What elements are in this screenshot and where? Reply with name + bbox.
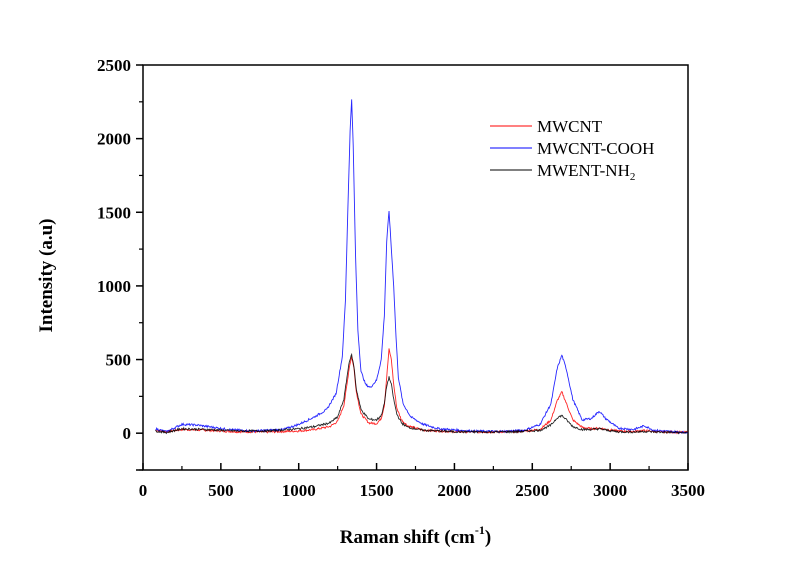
y-tick-label: 2500 <box>97 56 131 75</box>
legend-label: MWENT-NH2 <box>537 161 635 183</box>
legend-label-main: MWCNT <box>537 117 603 136</box>
y-tick-label: 2000 <box>97 130 131 149</box>
x-tick-label: 1000 <box>282 481 316 500</box>
legend-label-main: MWENT-NH <box>537 161 630 180</box>
x-tick-label: 3000 <box>593 481 627 500</box>
x-axis: 0 500 1000 1500 2000 2500 3000 3500 <box>139 463 705 500</box>
x-tick-label: 3500 <box>671 481 705 500</box>
x-tick-label: 1500 <box>360 481 394 500</box>
legend-label-main: MWCNT-COOH <box>537 139 654 158</box>
y-tick-label: 500 <box>106 351 132 370</box>
y-tick-label: 0 <box>123 424 132 443</box>
y-axis: 0 500 1000 1500 2000 2500 <box>97 56 143 471</box>
plot-area-border <box>142 64 689 471</box>
plot-frame <box>142 64 689 471</box>
x-tick-label: 2500 <box>515 481 549 500</box>
y-tick-label: 1000 <box>97 277 131 296</box>
series-line-mwent-nh2 <box>155 352 689 435</box>
x-axis-title-suffix: ) <box>485 527 491 548</box>
y-tick-label: 1500 <box>97 203 131 222</box>
legend-label: MWCNT-COOH <box>537 139 654 158</box>
series-layer <box>155 99 689 435</box>
legend-label: MWCNT <box>537 117 603 136</box>
legend-label-subscript: 2 <box>630 171 636 183</box>
x-tick-label: 2000 <box>437 481 471 500</box>
x-tick-label: 500 <box>208 481 234 500</box>
x-axis-title-main: Raman shift (cm <box>340 527 475 548</box>
legend: MWCNT MWCNT-COOH MWENT-NH2 <box>490 117 654 183</box>
x-axis-title-superscript: -1 <box>475 523 485 537</box>
x-axis-title: Raman shift (cm-1) <box>340 523 491 548</box>
x-tick-label: 0 <box>139 481 148 500</box>
y-axis-title: Intensity (a.u) <box>36 218 57 332</box>
